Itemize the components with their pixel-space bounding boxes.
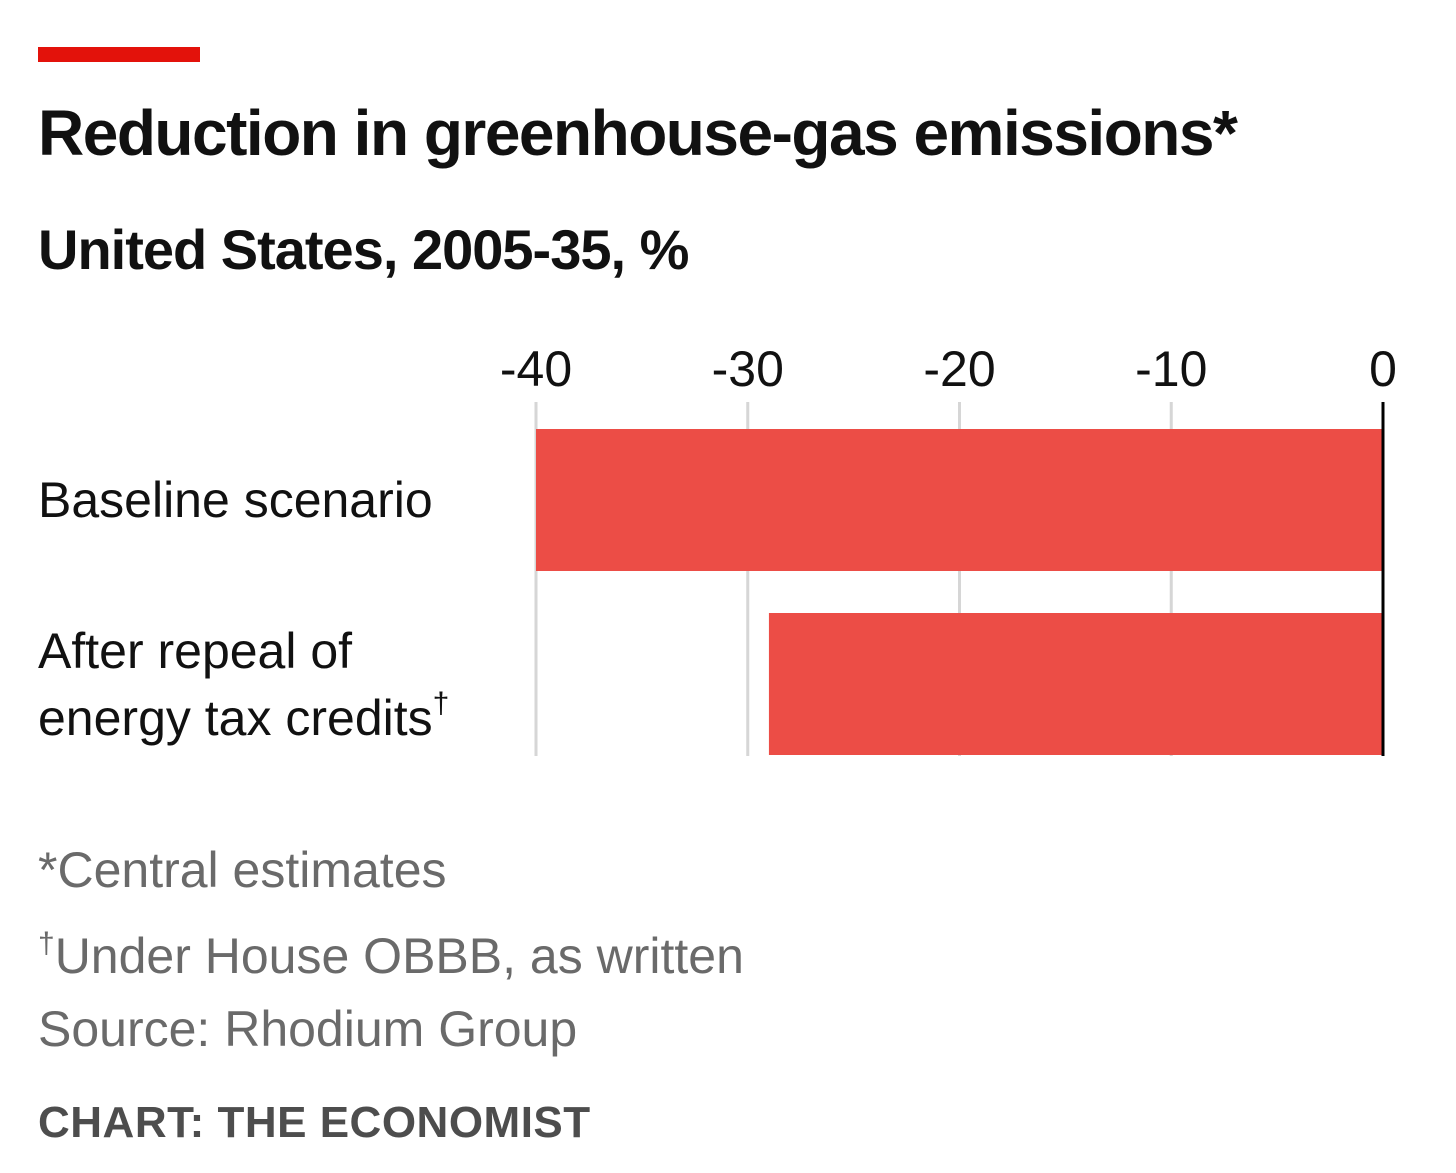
footnote-central-estimates: *Central estimates (38, 842, 447, 898)
x-tick-label: 0 (1369, 341, 1397, 397)
footnote-obbb: †Under House OBBB, as written (38, 927, 744, 984)
category-label: energy tax credits† (38, 687, 449, 746)
category-label: After repeal of (38, 623, 352, 679)
chart-title: Reduction in greenhouse-gas emissions* (38, 97, 1238, 169)
bar-chart: -40 -30 -20 -10 0 Baseline scenario After rep… (38, 341, 1397, 756)
x-tick-label: -30 (712, 341, 784, 397)
bar (536, 429, 1383, 571)
source-note: Source: Rhodium Group (38, 1001, 578, 1057)
dagger-mark: † (38, 927, 55, 960)
tick-labels: -40 -30 -20 -10 0 (500, 341, 1397, 397)
x-tick-label: -40 (500, 341, 572, 397)
bar (768, 613, 1383, 755)
footnotes: *Central estimates †Under House OBBB, as… (38, 834, 744, 1066)
category-label: Baseline scenario (38, 472, 433, 528)
x-tick-label: -20 (923, 341, 995, 397)
footnote-mark: * (38, 842, 58, 898)
chart-credit: CHART: THE ECONOMIST (38, 1098, 591, 1147)
chart-subtitle: United States, 2005-35, % (38, 218, 689, 281)
category-labels: Baseline scenario After repeal of energy t… (38, 472, 449, 746)
bars (536, 429, 1383, 755)
x-tick-label: -10 (1135, 341, 1207, 397)
brand-accent-bar (38, 47, 200, 62)
